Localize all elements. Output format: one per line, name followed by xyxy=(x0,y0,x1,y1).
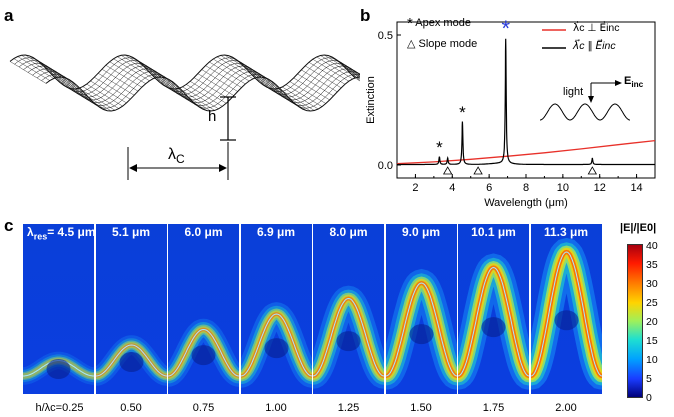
y-axis-label: Extinction xyxy=(365,76,377,124)
resonance-wavelength-label: 6.0 μm xyxy=(184,225,223,239)
h-label: h xyxy=(208,108,217,125)
x-tick-label: 2 xyxy=(412,182,418,194)
colorbar xyxy=(627,244,643,398)
x-tick-label: 6 xyxy=(486,182,492,194)
x-tick-label: 14 xyxy=(630,182,642,194)
aspect-ratio-label: h/λc=0.25 xyxy=(35,402,84,414)
legend-apex: * Apex mode xyxy=(407,15,471,32)
light-label: light xyxy=(563,86,584,98)
series-parallel xyxy=(397,38,655,166)
aspect-ratio-label: 2.00 xyxy=(555,402,577,414)
legend-perpendicular-label: λ⃗c ⊥ E⃗inc xyxy=(573,22,620,34)
resonance-wavelength-label: λres= 4.5 μm xyxy=(27,225,94,242)
panel-c-letter: c xyxy=(4,216,14,235)
colorbar-tick-label: 25 xyxy=(646,297,658,309)
x-axis-label: Wavelength (μm) xyxy=(484,197,568,209)
resonance-wavelength-label: 9.0 μm xyxy=(401,225,441,239)
resonance-wavelength-label: 8.0 μm xyxy=(329,225,368,239)
field-map-tile: 8.0 μm xyxy=(313,224,384,394)
lambda-c-label: λC xyxy=(168,146,185,167)
corrugated-sheet-illustration xyxy=(9,54,360,180)
resonance-wavelength-label: 5.1 μm xyxy=(111,225,151,239)
colorbar-tick-label: 5 xyxy=(646,373,652,385)
slope-marker xyxy=(473,166,483,175)
resonance-wavelength-label: 10.1 μm xyxy=(471,225,516,239)
inset-wave xyxy=(540,103,630,121)
field-map-tile: 10.1 μm xyxy=(458,224,529,394)
resonance-wavelength-label: 6.9 μm xyxy=(256,225,296,239)
aspect-ratio-label: 0.50 xyxy=(120,402,142,414)
apex-marker: * xyxy=(459,103,466,122)
aspect-ratio-label: 0.75 xyxy=(192,402,215,414)
field-map-tile: λres= 4.5 μm xyxy=(23,224,94,394)
panel-b-letter: b xyxy=(360,6,371,25)
apex-marker: * xyxy=(501,16,510,41)
colorbar-tick-label: 20 xyxy=(646,316,658,328)
aspect-ratio-label: 1.00 xyxy=(265,402,287,414)
field-map-tile: 11.3 μm xyxy=(530,224,602,394)
field-map-tile: 5.1 μm xyxy=(95,224,167,394)
colorbar-tick-label: 0 xyxy=(646,392,652,404)
colorbar-tick-label: 30 xyxy=(646,278,658,290)
extinction-spectrum-chart: 2 4 6 8 10 12 14 0.0 0.5 Wavelength (μm) Extinctio… xyxy=(365,16,656,209)
resonance-wavelength-label: 11.3 μm xyxy=(543,225,589,239)
field-map-tile: 6.9 μm xyxy=(240,224,312,394)
field-map-tile: 9.0 μm xyxy=(385,224,457,394)
einc-label: Einc xyxy=(624,75,644,90)
colorbar-tick-label: 15 xyxy=(646,335,658,347)
colorbar-title: |E|/|E0| xyxy=(620,222,657,234)
legend-slope: △ Slope mode xyxy=(407,38,478,50)
slope-marker xyxy=(442,166,453,175)
aspect-ratio-label: 1.75 xyxy=(482,402,505,414)
panel-a-letter: a xyxy=(4,6,14,25)
apex-marker: * xyxy=(436,138,443,157)
aspect-ratio-label: 1.50 xyxy=(410,402,432,414)
aspect-ratio-label: 1.25 xyxy=(337,402,360,414)
legend-parallel-label: λ⃗c ∥ E⃗inc xyxy=(573,40,616,52)
field-map-tile: 6.0 μm xyxy=(168,224,239,394)
x-tick-label: 8 xyxy=(523,182,529,194)
colorbar-tick-label: 10 xyxy=(646,354,658,366)
colorbar-tick-label: 40 xyxy=(646,240,658,252)
y-tick-label: 0.5 xyxy=(378,30,393,42)
y-tick-label: 0.0 xyxy=(378,160,393,172)
x-tick-label: 12 xyxy=(594,182,606,194)
x-tick-label: 4 xyxy=(449,182,455,194)
slope-marker xyxy=(587,166,598,175)
colorbar-tick-label: 35 xyxy=(646,259,658,271)
x-tick-label: 10 xyxy=(557,182,569,194)
